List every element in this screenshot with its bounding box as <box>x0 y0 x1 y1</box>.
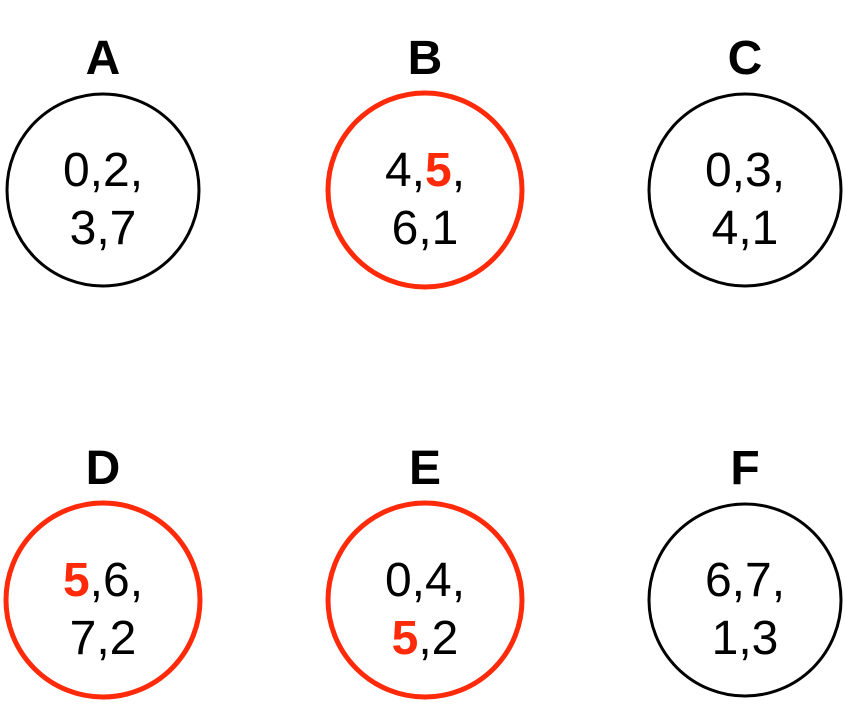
node-circle <box>5 92 201 288</box>
value-text: 7,2 <box>70 612 137 665</box>
node-values: 4,5, <box>385 144 465 197</box>
node-values: 0,3, <box>705 144 785 197</box>
value-text: 4, <box>385 144 425 197</box>
node-values: 1,3 <box>712 612 779 665</box>
node-circle <box>325 90 525 290</box>
value-text: , <box>452 144 465 197</box>
node-values: 7,2 <box>70 612 137 665</box>
value-text: 6,7, <box>705 554 785 607</box>
highlighted-value: 5 <box>425 144 452 197</box>
value-text: 6,1 <box>392 202 459 255</box>
node-values: 0,2, <box>63 144 143 197</box>
node-label: A <box>86 32 121 85</box>
node-values: 0,4, <box>385 554 465 607</box>
node-circle <box>647 502 843 698</box>
node-label: E <box>409 442 441 495</box>
value-text: ,2 <box>418 612 458 665</box>
node-values: 3,7 <box>70 202 137 255</box>
node-values: 6,1 <box>392 202 459 255</box>
value-text: 0,3, <box>705 144 785 197</box>
node-label: D <box>86 442 121 495</box>
value-text: 3,7 <box>70 202 137 255</box>
highlighted-value: 5 <box>63 554 90 607</box>
highlighted-value: 5 <box>392 612 419 665</box>
value-text: 0,4, <box>385 554 465 607</box>
node-label: F <box>730 442 759 495</box>
node-values: 5,6, <box>63 554 143 607</box>
node-circle <box>647 92 843 288</box>
node-values: 5,2 <box>392 612 459 665</box>
node-circle <box>325 500 525 700</box>
node-label: B <box>408 32 443 85</box>
node-label: C <box>728 32 763 85</box>
value-text: 1,3 <box>712 612 779 665</box>
value-text: ,6, <box>90 554 143 607</box>
node-values: 4,1 <box>712 202 779 255</box>
value-text: 4,1 <box>712 202 779 255</box>
node-values: 6,7, <box>705 554 785 607</box>
value-text: 0,2, <box>63 144 143 197</box>
node-circle <box>3 500 203 700</box>
